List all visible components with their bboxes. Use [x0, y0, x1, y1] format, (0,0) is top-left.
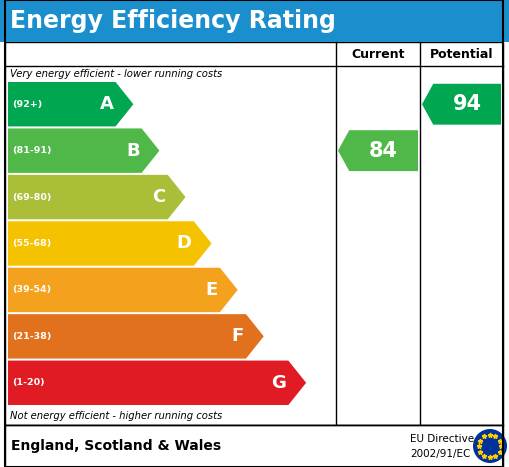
Text: Current: Current: [351, 48, 405, 61]
Text: Not energy efficient - higher running costs: Not energy efficient - higher running co…: [10, 411, 222, 421]
Text: D: D: [177, 234, 192, 253]
Text: B: B: [126, 142, 139, 160]
Text: EU Directive: EU Directive: [410, 434, 474, 444]
Polygon shape: [8, 314, 264, 359]
Polygon shape: [8, 128, 159, 173]
Text: (69-80): (69-80): [12, 192, 51, 202]
Polygon shape: [8, 268, 238, 312]
FancyBboxPatch shape: [5, 42, 503, 425]
Text: Very energy efficient - lower running costs: Very energy efficient - lower running co…: [10, 69, 222, 79]
Text: (1-20): (1-20): [12, 378, 45, 387]
Text: 94: 94: [453, 94, 482, 114]
Text: (81-91): (81-91): [12, 146, 51, 155]
Text: Potential: Potential: [430, 48, 493, 61]
Polygon shape: [422, 84, 501, 125]
FancyBboxPatch shape: [0, 0, 509, 42]
Text: (39-54): (39-54): [12, 285, 51, 294]
Polygon shape: [338, 130, 418, 171]
Text: (92+): (92+): [12, 100, 42, 109]
Text: G: G: [271, 374, 287, 392]
Text: Energy Efficiency Rating: Energy Efficiency Rating: [10, 9, 336, 33]
Text: C: C: [153, 188, 166, 206]
Circle shape: [473, 429, 507, 463]
Text: (55-68): (55-68): [12, 239, 51, 248]
Polygon shape: [8, 82, 133, 127]
Text: F: F: [232, 327, 244, 346]
Text: A: A: [100, 95, 114, 113]
Polygon shape: [8, 175, 185, 219]
Text: 2002/91/EC: 2002/91/EC: [410, 449, 470, 460]
Text: E: E: [206, 281, 218, 299]
Polygon shape: [8, 221, 212, 266]
Text: (21-38): (21-38): [12, 332, 51, 341]
Polygon shape: [8, 361, 306, 405]
Text: England, Scotland & Wales: England, Scotland & Wales: [11, 439, 221, 453]
Text: 84: 84: [369, 141, 398, 161]
FancyBboxPatch shape: [5, 425, 503, 467]
